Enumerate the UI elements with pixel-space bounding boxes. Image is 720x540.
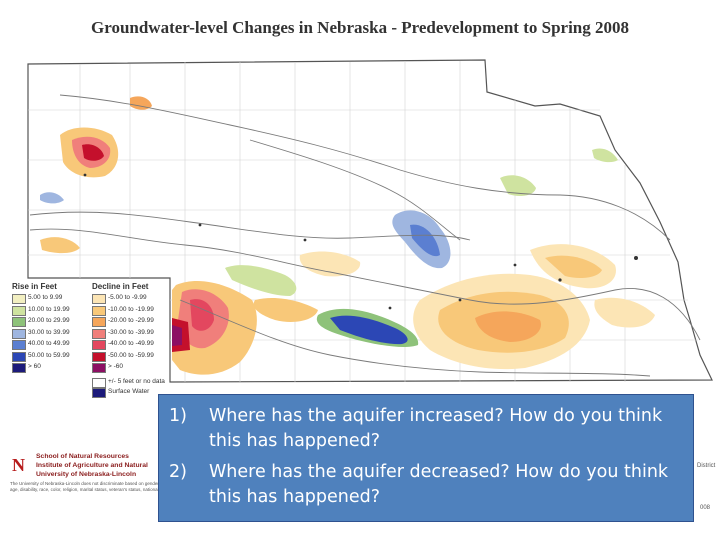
decline-legend-swatch [92,351,106,362]
rise-legend-label: > 60 [28,363,41,370]
question-1-number: 1) [169,406,187,426]
rise-legend-label: 50.00 to 59.99 [28,351,70,359]
question-1-text: Where has the aquifer increased? How do … [209,406,663,451]
footer-line-1: School of Natural Resources [36,453,129,460]
footer-fine-print: The University of Nebraska-Lincoln does … [10,481,160,492]
question-2-number: 2) [169,462,187,482]
decline-legend-label: -30.00 to -39.99 [108,328,154,336]
rise-legend-label: 5.00 to 9.99 [28,294,63,301]
decline-legend-swatch [92,340,106,350]
decline-legend-label: -10.00 to -19.99 [108,305,154,313]
question-box: 1) Where has the aquifer increased? How … [158,394,694,522]
no-data-swatch [92,378,106,388]
rise-header: Rise in Feet [12,282,57,291]
rise-legend-swatch [12,351,26,362]
rise-legend-swatch [12,294,26,304]
footer-line-3: University of Nebraska-Lincoln [36,471,137,478]
rise-legend-label: 10.00 to 19.99 [28,305,70,313]
decline-legend-label: -50.00 to -59.99 [108,351,154,359]
decline-legend-label: > -60 [108,363,123,370]
rise-legend-label: 20.00 to 29.99 [28,317,70,324]
year-fragment: 008 [700,505,711,511]
decline-legend-swatch [92,294,106,304]
decline-legend-label: -5.00 to -9.99 [108,294,147,301]
svg-text:N: N [12,455,25,475]
rise-legend-swatch [12,328,26,339]
rise-legend-swatch [12,340,26,350]
no-data-label: +/- 5 feet or no data [108,378,165,385]
surface-water-label: Surface Water [108,388,150,395]
decline-legend-swatch [92,305,106,316]
decline-header: Decline in Feet [92,282,149,291]
footer-line-2: Institute of Agriculture and Natural [36,462,148,469]
rise-legend-swatch [12,363,26,373]
rise-legend-swatch [12,305,26,316]
city-markers [83,173,638,310]
rivers [29,94,701,377]
map-title: Groundwater-level Changes in Nebraska - … [90,18,629,37]
rise-legend-swatch [12,317,26,327]
decline-legend-label: -20.00 to -29.99 [108,317,154,324]
surface-water-swatch [92,388,106,398]
rise-legend-label: 30.00 to 39.99 [28,328,70,336]
question-2-text: Where has the aquifer decreased? How do … [209,462,669,507]
decline-legend-swatch [92,328,106,339]
university-logo: N [12,455,25,475]
district-fragment: District [697,463,716,469]
rise-legend-label: 40.00 to 49.99 [28,340,70,347]
decline-legend-swatch [92,363,106,373]
decline-legend-swatch [92,317,106,327]
decline-legend-label: -40.00 to -49.99 [108,340,154,347]
